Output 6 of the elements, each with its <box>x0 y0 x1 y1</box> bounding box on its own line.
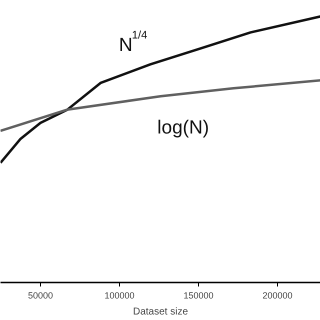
x-tick-label: 50000 <box>28 290 53 300</box>
x-tick-label: 100000 <box>104 290 135 300</box>
x-tick-label: 200000 <box>262 290 293 300</box>
x-axis-title: Dataset size <box>132 306 188 318</box>
x-tick-label: 150000 <box>183 290 214 300</box>
series-label: log(N) <box>157 118 210 139</box>
